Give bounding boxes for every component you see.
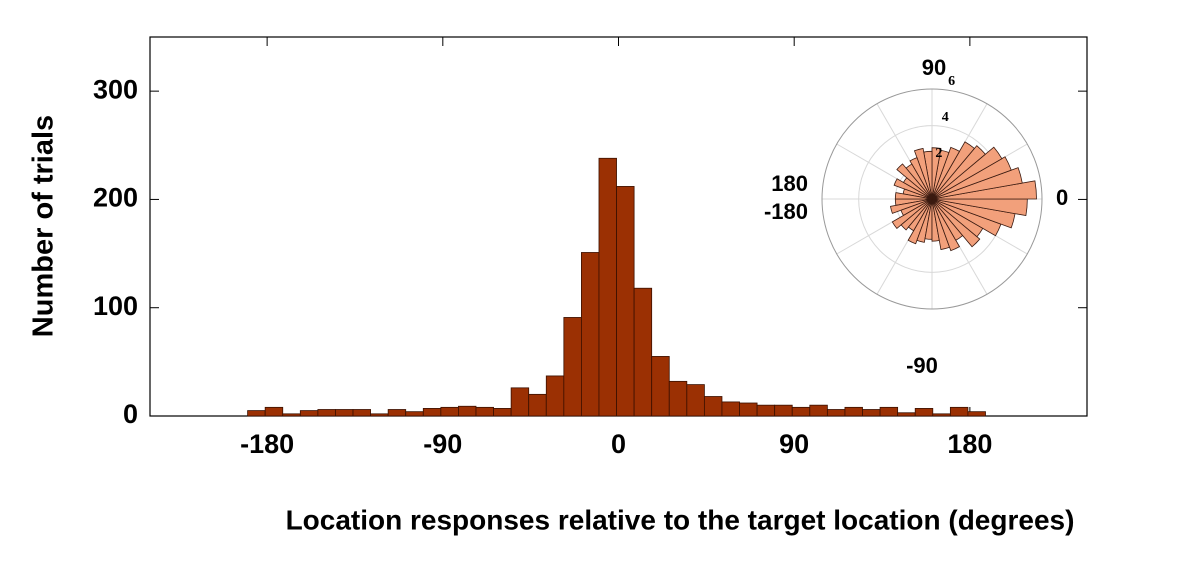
bar	[458, 405, 477, 417]
r-tick-label: 4	[942, 110, 949, 125]
bar	[879, 406, 899, 417]
bar	[598, 157, 617, 417]
rose-wedge	[909, 157, 933, 200]
bar	[686, 384, 705, 417]
bar	[510, 387, 530, 417]
bar	[932, 413, 951, 417]
bar	[317, 409, 336, 417]
bar	[774, 404, 793, 417]
theta-tick-label: 0	[1056, 185, 1068, 210]
y-axis-label: Number of trials	[28, 115, 60, 337]
bar	[387, 409, 407, 417]
bar	[493, 408, 512, 417]
rose-wedge	[896, 163, 933, 200]
bar	[809, 404, 828, 417]
bar	[475, 406, 494, 417]
bar	[721, 401, 740, 417]
bar	[844, 406, 863, 417]
y-tick-label: 100	[93, 291, 138, 321]
bar	[914, 408, 934, 417]
x-tick-label: 0	[611, 429, 626, 459]
bar	[563, 317, 582, 417]
rose-wedge	[931, 146, 961, 200]
bar	[299, 410, 319, 417]
y-tick-label: 300	[93, 74, 138, 104]
bar	[739, 402, 758, 417]
theta-tick-label: 90	[922, 55, 946, 80]
rose-wedge	[931, 147, 942, 200]
rose-wedge	[893, 178, 933, 200]
bar	[247, 410, 266, 417]
y-tick-label: 0	[123, 399, 138, 429]
bar	[703, 396, 723, 417]
r-tick-label: 6	[948, 74, 955, 89]
bar	[282, 413, 301, 417]
theta-tick-label: 180	[771, 171, 808, 196]
rose-wedge	[900, 198, 933, 231]
theta-tick-label: -90	[906, 353, 938, 378]
bar	[335, 409, 354, 417]
rose-wedge	[931, 156, 1012, 200]
bar	[581, 252, 600, 417]
rose-wedge	[891, 198, 933, 230]
bar	[545, 375, 565, 417]
x-tick-label: 180	[947, 429, 992, 459]
rose-wedge	[916, 198, 933, 243]
bar	[352, 409, 371, 417]
y-tick-label: 200	[93, 183, 138, 213]
rose-wedge	[907, 198, 933, 245]
bar	[405, 411, 424, 417]
bar	[616, 186, 635, 417]
bar	[264, 406, 284, 417]
theta-tick-label: -180	[764, 199, 808, 224]
bar	[633, 287, 653, 417]
bar	[651, 356, 670, 417]
polar-grid-circle	[821, 88, 1043, 310]
bar	[897, 412, 916, 417]
bar	[668, 380, 688, 417]
bar	[528, 393, 547, 417]
rose-wedge	[931, 198, 961, 252]
bar	[967, 411, 986, 417]
bar	[826, 409, 846, 417]
bar	[370, 413, 389, 417]
rose-wedge	[931, 146, 1003, 200]
rose-wedge	[931, 145, 986, 200]
r-tick-label: 2	[935, 146, 942, 161]
rose-wedge	[931, 141, 975, 200]
bar	[862, 409, 881, 417]
bar	[422, 408, 442, 417]
rose-wedge	[894, 192, 933, 200]
x-axis-label: Location responses relative to the targe…	[286, 504, 1075, 535]
bar	[949, 406, 969, 417]
x-tick-label: 90	[779, 429, 809, 459]
bar	[756, 404, 776, 417]
bar	[440, 406, 459, 417]
x-tick-label: -180	[240, 429, 294, 459]
bar	[791, 406, 811, 417]
x-tick-label: -90	[423, 429, 462, 459]
rose-wedge	[931, 198, 981, 248]
